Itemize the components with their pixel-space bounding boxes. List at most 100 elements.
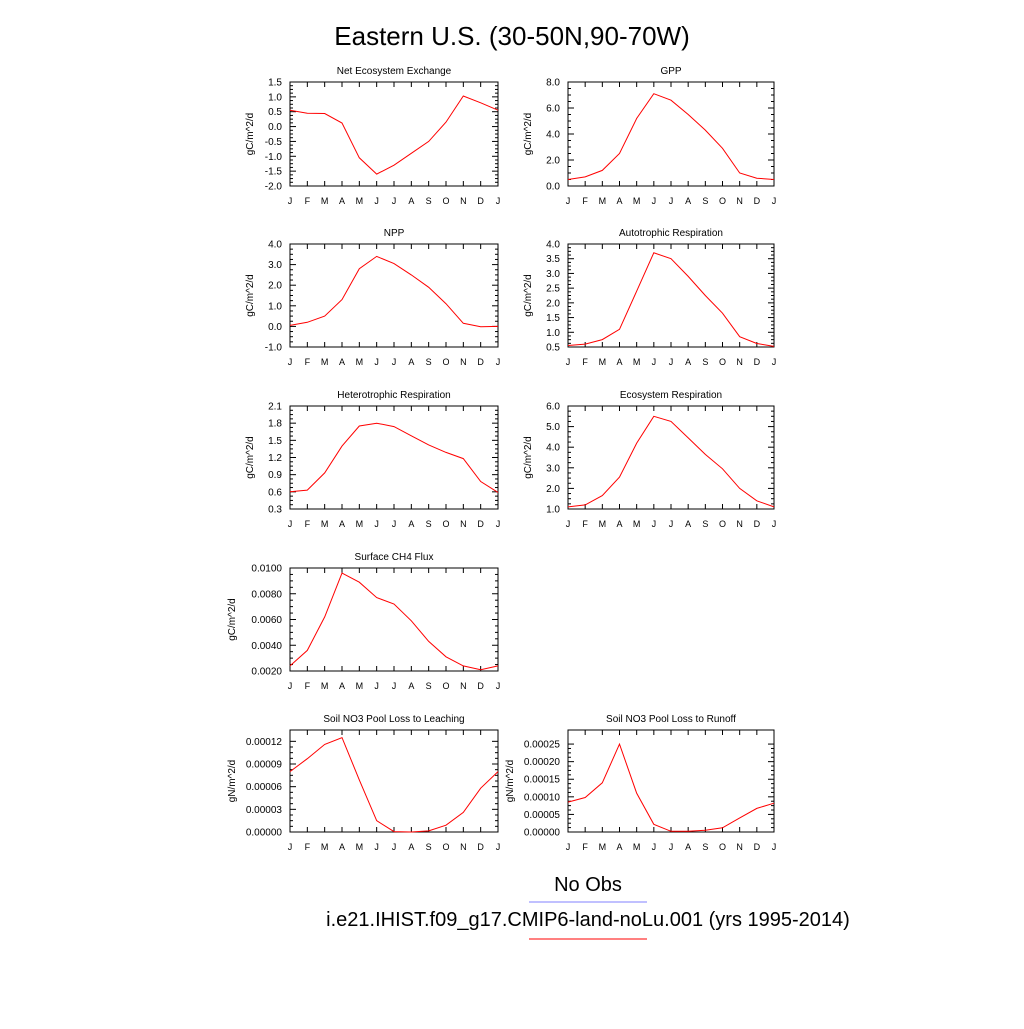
x-tick-label: A bbox=[339, 357, 345, 367]
x-tick-label: M bbox=[321, 196, 329, 206]
x-tick-label: J bbox=[652, 357, 657, 367]
x-tick-label: S bbox=[702, 842, 708, 852]
plot-frame bbox=[567, 81, 775, 187]
x-tick-label: S bbox=[426, 681, 432, 691]
series-line bbox=[289, 736, 499, 833]
x-tick-label: O bbox=[719, 519, 726, 529]
y-tick-label: -1.5 bbox=[265, 167, 283, 178]
y-tick-label: 3.5 bbox=[546, 254, 560, 265]
plot-frame bbox=[289, 243, 499, 348]
y-tick-label: 6.0 bbox=[546, 104, 560, 115]
series-line bbox=[289, 255, 499, 328]
x-tick-label: S bbox=[702, 357, 708, 367]
plot-frame bbox=[567, 243, 775, 348]
x-tick-label: D bbox=[754, 519, 761, 529]
x-tick-label: O bbox=[442, 196, 449, 206]
x-tick-label: J bbox=[392, 357, 397, 367]
x-tick-label: J bbox=[669, 842, 674, 852]
series-line bbox=[289, 422, 499, 493]
y-tick-label: 0.9 bbox=[268, 470, 282, 481]
x-tick-label: O bbox=[442, 357, 449, 367]
x-tick-label: J bbox=[288, 681, 293, 691]
y-axis-label: gC/m^2/d bbox=[523, 113, 534, 156]
x-tick-label: D bbox=[754, 196, 761, 206]
y-tick-label: 0.0 bbox=[546, 182, 560, 193]
x-tick-label: J bbox=[374, 842, 379, 852]
y-tick-label: 0.00000 bbox=[246, 828, 283, 839]
x-tick-label: S bbox=[702, 196, 708, 206]
x-tick-label: N bbox=[460, 196, 467, 206]
x-tick-label: D bbox=[477, 842, 484, 852]
y-tick-label: 0.3 bbox=[268, 505, 282, 516]
x-tick-label: N bbox=[736, 842, 743, 852]
x-tick-label: J bbox=[772, 357, 777, 367]
x-tick-label: J bbox=[566, 196, 571, 206]
x-tick-label: S bbox=[702, 519, 708, 529]
x-tick-label: N bbox=[736, 357, 743, 367]
x-tick-label: O bbox=[442, 681, 449, 691]
x-tick-label: F bbox=[582, 842, 588, 852]
x-tick-label: F bbox=[582, 196, 588, 206]
x-tick-label: J bbox=[652, 842, 657, 852]
y-tick-label: 1.5 bbox=[268, 78, 282, 89]
x-tick-label: J bbox=[652, 519, 657, 529]
x-tick-label: M bbox=[633, 357, 641, 367]
x-tick-label: N bbox=[460, 357, 467, 367]
x-tick-label: M bbox=[633, 196, 641, 206]
panel-title: NPP bbox=[384, 228, 405, 239]
x-tick-label: J bbox=[496, 357, 501, 367]
y-tick-label: 0.0060 bbox=[251, 615, 282, 626]
y-tick-label: 2.0 bbox=[546, 484, 560, 495]
plot-frame bbox=[289, 405, 499, 510]
y-tick-label: 1.0 bbox=[546, 505, 560, 516]
x-tick-label: J bbox=[392, 842, 397, 852]
panel-title: Ecosystem Respiration bbox=[620, 390, 722, 401]
y-axis-label: gC/m^2/d bbox=[245, 436, 256, 479]
panel-title: Surface CH4 Flux bbox=[355, 552, 434, 563]
panel-title: GPP bbox=[660, 66, 681, 77]
x-tick-label: J bbox=[374, 196, 379, 206]
x-tick-label: D bbox=[477, 519, 484, 529]
x-tick-label: A bbox=[339, 681, 345, 691]
x-tick-label: A bbox=[339, 519, 345, 529]
y-tick-label: 0.0080 bbox=[251, 589, 282, 600]
x-tick-label: O bbox=[719, 196, 726, 206]
y-tick-label: -0.5 bbox=[265, 137, 283, 148]
x-tick-label: A bbox=[408, 681, 414, 691]
y-tick-label: 0.0020 bbox=[251, 667, 282, 678]
plot-frame bbox=[289, 729, 499, 833]
y-tick-label: 0.00020 bbox=[524, 757, 561, 768]
y-tick-label: 0.00003 bbox=[246, 805, 283, 816]
series-line bbox=[289, 572, 499, 671]
panel-title: Heterotrophic Respiration bbox=[337, 390, 450, 401]
y-tick-label: 2.1 bbox=[268, 402, 282, 413]
x-tick-label: O bbox=[719, 842, 726, 852]
x-tick-label: A bbox=[616, 196, 622, 206]
legend-label-no-obs: No Obs bbox=[554, 874, 622, 896]
y-tick-label: 0.5 bbox=[546, 343, 560, 354]
x-tick-label: N bbox=[736, 519, 743, 529]
y-tick-label: -1.0 bbox=[265, 152, 283, 163]
x-tick-label: M bbox=[356, 196, 364, 206]
x-tick-label: F bbox=[305, 357, 311, 367]
x-tick-label: M bbox=[356, 357, 364, 367]
y-tick-label: 0.00015 bbox=[524, 775, 561, 786]
x-tick-label: J bbox=[288, 842, 293, 852]
y-tick-label: 0.00006 bbox=[246, 782, 283, 793]
x-tick-label: J bbox=[652, 196, 657, 206]
x-tick-label: J bbox=[566, 842, 571, 852]
y-tick-label: 0.0 bbox=[268, 122, 282, 133]
x-tick-label: A bbox=[685, 357, 691, 367]
y-tick-label: 1.5 bbox=[268, 436, 282, 447]
x-tick-label: M bbox=[599, 196, 607, 206]
y-tick-label: 0.0040 bbox=[251, 641, 282, 652]
x-tick-label: J bbox=[288, 357, 293, 367]
x-tick-label: J bbox=[496, 842, 501, 852]
